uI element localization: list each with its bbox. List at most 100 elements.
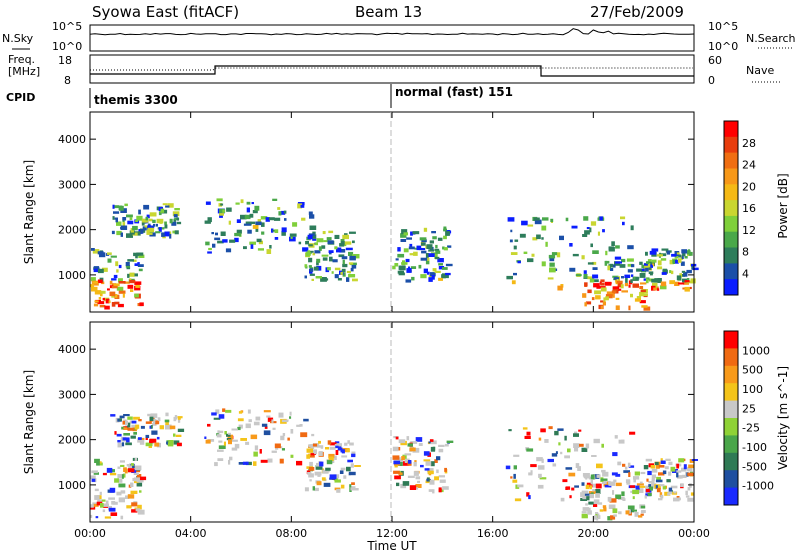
heatmap-cell (350, 262, 357, 266)
heatmap-cell (586, 227, 590, 230)
heatmap-cell (136, 252, 144, 256)
heatmap-cell (395, 436, 399, 440)
heatmap-cell (130, 490, 138, 494)
heatmap-cell (91, 470, 98, 474)
heatmap-cell (621, 439, 625, 444)
heatmap-cell (311, 433, 315, 437)
heatmap-cell (631, 264, 635, 268)
heatmap-cell (122, 217, 127, 221)
heatmap-cell (272, 427, 276, 430)
heatmap-cell (115, 261, 119, 267)
heatmap-cell (173, 218, 177, 222)
heatmap-cell (134, 293, 139, 298)
heatmap-cell (510, 476, 513, 479)
heatmap-cell (104, 305, 110, 310)
cpid-mode-1: themis 3300 (94, 93, 178, 107)
heatmap-cell (526, 431, 531, 436)
heatmap-cell (398, 265, 406, 270)
heatmap-cell (296, 460, 303, 466)
heatmap-cell (425, 253, 429, 258)
heatmap-cell (645, 458, 652, 462)
heatmap-cell (351, 482, 355, 485)
heatmap-cell (309, 461, 313, 467)
heatmap-cell (327, 267, 331, 271)
heatmap-cell (278, 211, 282, 216)
heatmap-cell (648, 267, 652, 270)
heatmap-cell (261, 222, 265, 227)
heatmap-cell (590, 479, 593, 485)
heatmap-cell (205, 201, 211, 205)
heatmap-cell (656, 487, 661, 493)
heatmap-cell (240, 438, 247, 441)
heatmap-cell (309, 214, 315, 219)
heatmap-cell (512, 479, 518, 483)
heatmap-cell (122, 222, 126, 226)
heatmap-cell (254, 445, 259, 451)
heatmap-cell (125, 420, 128, 426)
heatmap-cell (219, 213, 224, 216)
heatmap-cell (651, 477, 655, 481)
heatmap-cell (280, 435, 285, 441)
heatmap-cell (537, 465, 545, 470)
heatmap-cell (165, 424, 172, 430)
heatmap-cell (287, 437, 290, 441)
heatmap-cell (217, 240, 224, 244)
heatmap-cell (314, 487, 319, 492)
heatmap-cell (124, 468, 128, 474)
heatmap-cell (137, 264, 144, 267)
heatmap-cell (640, 505, 646, 509)
heatmap-cell (655, 479, 663, 483)
heatmap-cell (621, 290, 628, 293)
heatmap-cell (132, 477, 137, 482)
heatmap-cell (681, 467, 687, 472)
heatmap-cell (671, 253, 677, 257)
heatmap-cell (403, 232, 408, 236)
heatmap-cell (607, 516, 613, 521)
heatmap-cell (204, 436, 207, 439)
heatmap-cell (145, 216, 149, 221)
heatmap-cell (682, 253, 686, 257)
heatmap-cell (676, 463, 680, 469)
heatmap-cell (661, 248, 669, 251)
heatmap-cell (595, 295, 601, 300)
heatmap-cell (114, 301, 120, 305)
heatmap-cell (603, 297, 606, 303)
heatmap-cell (302, 247, 309, 252)
heatmap-cell (649, 272, 653, 276)
heatmap-cell (395, 258, 399, 261)
heatmap-cell (267, 458, 273, 463)
heatmap-cell (551, 453, 558, 457)
heatmap-cell (430, 461, 435, 467)
heatmap-cell (139, 490, 142, 493)
heatmap-cell (639, 261, 643, 265)
heatmap-cell (676, 252, 680, 255)
colorbar-band (724, 136, 738, 154)
heatmap-cell (605, 250, 608, 256)
heatmap-cell (121, 442, 125, 447)
heatmap-cell (668, 487, 673, 492)
heatmap-cell (238, 424, 243, 429)
heatmap-cell (110, 512, 118, 516)
heatmap-cell (649, 250, 657, 255)
heatmap-cell (677, 476, 682, 479)
heatmap-cell (552, 463, 557, 467)
heatmap-cell (428, 249, 434, 252)
heatmap-cell (335, 450, 339, 455)
heatmap-cell (685, 495, 690, 498)
heatmap-cell (90, 284, 95, 288)
heatmap-cell (647, 493, 652, 497)
heatmap-cell (583, 274, 588, 278)
velocity-colorbar-ticks: 1000 500 100 25 -25 -100 -500 -1000 (742, 344, 774, 492)
heatmap-cell (349, 442, 354, 446)
heatmap-cell (550, 218, 554, 222)
heatmap-cell (687, 472, 695, 476)
heatmap-cell (231, 447, 238, 451)
heatmap-cell (513, 465, 517, 470)
heatmap-cell (596, 463, 603, 469)
heatmap-cell (536, 234, 541, 240)
heatmap-cell (336, 488, 341, 493)
heatmap-cell (135, 508, 141, 512)
heatmap-cell (158, 227, 162, 232)
heatmap-cell (125, 265, 130, 268)
heatmap-cell (431, 275, 435, 280)
